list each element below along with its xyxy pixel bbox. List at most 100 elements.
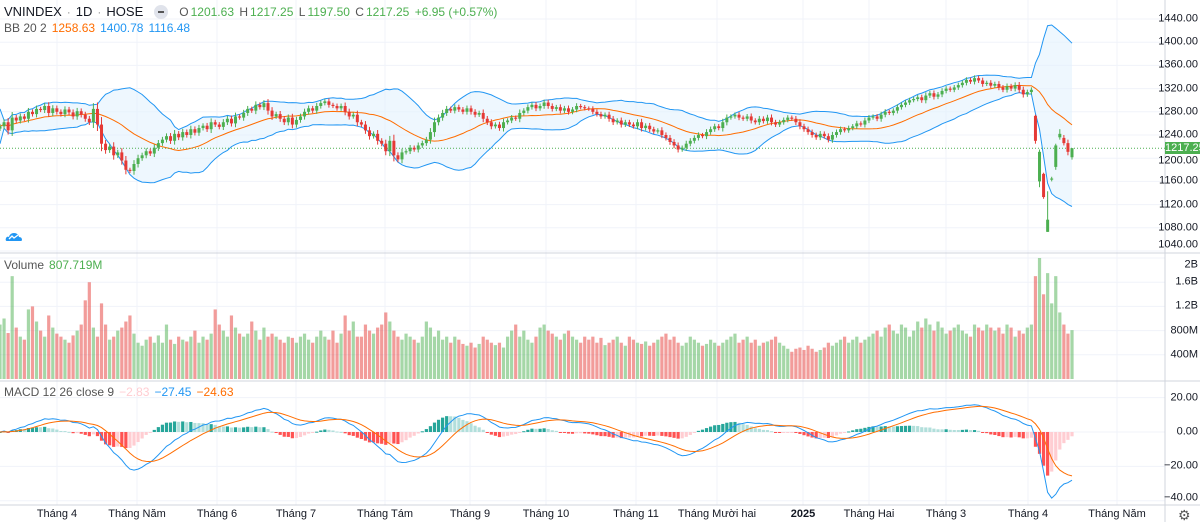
candle-body <box>956 85 960 88</box>
macd-histogram-bar <box>335 431 339 433</box>
volume-bar <box>148 336 152 379</box>
volume-bar <box>595 342 599 379</box>
macd-histogram-bar <box>554 430 558 432</box>
volume-bar <box>871 333 875 379</box>
volume-bar <box>233 327 238 379</box>
volume-bar <box>294 342 299 379</box>
candle-body <box>258 104 262 108</box>
open-label: O <box>179 4 189 19</box>
candle-body <box>51 108 55 113</box>
volume-bar <box>71 335 75 379</box>
candle-body <box>229 118 233 124</box>
interval[interactable]: 1D <box>75 4 93 19</box>
candle-body <box>794 118 798 123</box>
macd-signal-line <box>0 405 1073 477</box>
volume-bar <box>932 330 936 379</box>
candle-body <box>428 132 432 140</box>
macd-histogram-bar <box>875 426 879 432</box>
macd-histogram-bar <box>964 429 969 432</box>
candle-body <box>169 136 173 141</box>
candle-body <box>936 94 940 97</box>
macd-histogram-bar <box>75 432 79 434</box>
bb-legend[interactable]: BB 20 2 1258.63 1400.78 1116.48 <box>4 21 190 35</box>
volume-bar <box>672 336 676 379</box>
bb-upper-value: 1400.78 <box>100 21 144 35</box>
bb-basis-line <box>0 84 1073 152</box>
symbol-name[interactable]: VNINDEX <box>4 4 62 19</box>
candle-body <box>579 106 583 108</box>
candle-body <box>558 107 562 111</box>
macd-histogram-bar <box>347 432 351 436</box>
macd-histogram-bar <box>108 432 112 446</box>
volume-bar <box>794 348 798 379</box>
time-tick-label: Tháng 10 <box>522 508 570 520</box>
volume-bar <box>843 336 847 379</box>
volume-bar <box>55 333 59 379</box>
volume-bar <box>696 342 701 379</box>
candle-body <box>201 125 205 129</box>
candle-body <box>1017 85 1021 90</box>
candle-body <box>843 129 847 131</box>
candle-body <box>250 108 254 111</box>
macd-histogram-bar <box>26 428 31 432</box>
tradingview-cloud-icon[interactable] <box>5 230 23 244</box>
macd-histogram-bar <box>851 430 855 432</box>
macd-histogram-bar <box>185 422 189 432</box>
macd-histogram-bar <box>619 432 623 439</box>
candle-body <box>262 103 266 108</box>
candle-body <box>347 111 351 117</box>
volume-bar <box>639 343 644 379</box>
candle-body <box>128 169 132 171</box>
volume-bar <box>152 342 156 379</box>
macd-histogram-bar <box>477 427 481 432</box>
macd-histogram-bar <box>615 432 619 438</box>
volume-bar <box>457 339 461 379</box>
volume-bar <box>899 324 904 379</box>
candle-body <box>108 146 112 151</box>
macd-histogram-bar <box>331 430 335 432</box>
macd-histogram-bar <box>453 416 457 432</box>
price-tick-label: 1160.00 <box>1159 174 1198 187</box>
volume-bar <box>140 345 144 379</box>
macd-histogram-bar <box>534 428 538 432</box>
candle-body <box>473 111 477 115</box>
candle-body <box>765 117 769 122</box>
volume-bar <box>611 339 615 379</box>
volume-bar <box>790 351 794 379</box>
candle-body <box>790 117 794 119</box>
macd-histogram-bar <box>481 429 485 432</box>
volume-bar <box>542 324 546 379</box>
candle-body <box>684 143 688 148</box>
macd-histogram-bar <box>652 432 656 436</box>
candle-body <box>1046 219 1050 232</box>
macd-histogram-bar <box>140 432 144 439</box>
gear-icon[interactable]: ⚙ <box>1178 507 1191 523</box>
volume-bar <box>424 321 428 379</box>
candle-body <box>554 107 558 109</box>
volume-bar <box>91 327 95 379</box>
volume-bar <box>6 333 10 379</box>
high-value: 1217.25 <box>250 4 294 19</box>
macd-histogram-bar <box>376 432 380 444</box>
candle-body <box>721 122 725 129</box>
macd-histogram-bar <box>741 424 745 432</box>
macd-histogram-bar <box>778 432 782 433</box>
macd-histogram-bar <box>30 427 35 432</box>
candle-body <box>887 111 891 113</box>
volume-bar <box>22 339 26 379</box>
macd-histogram-bar <box>676 432 680 439</box>
volume-bar <box>428 327 433 379</box>
volume-legend[interactable]: Volume 807.719M <box>4 258 102 272</box>
macd-legend[interactable]: MACD 12 26 close 9 −2.83 −27.45 −24.63 <box>4 385 234 399</box>
candle-body <box>10 117 14 131</box>
candle-body <box>63 109 67 115</box>
volume-bar <box>977 327 981 379</box>
minus-circle-icon[interactable] <box>154 4 169 19</box>
volume-bar <box>737 342 741 379</box>
macd-histogram-bar <box>696 430 701 432</box>
candle-body <box>664 135 668 138</box>
volume-bar <box>1046 273 1050 379</box>
candle-body <box>71 112 75 117</box>
time-tick-label: Tháng 7 <box>275 508 317 520</box>
